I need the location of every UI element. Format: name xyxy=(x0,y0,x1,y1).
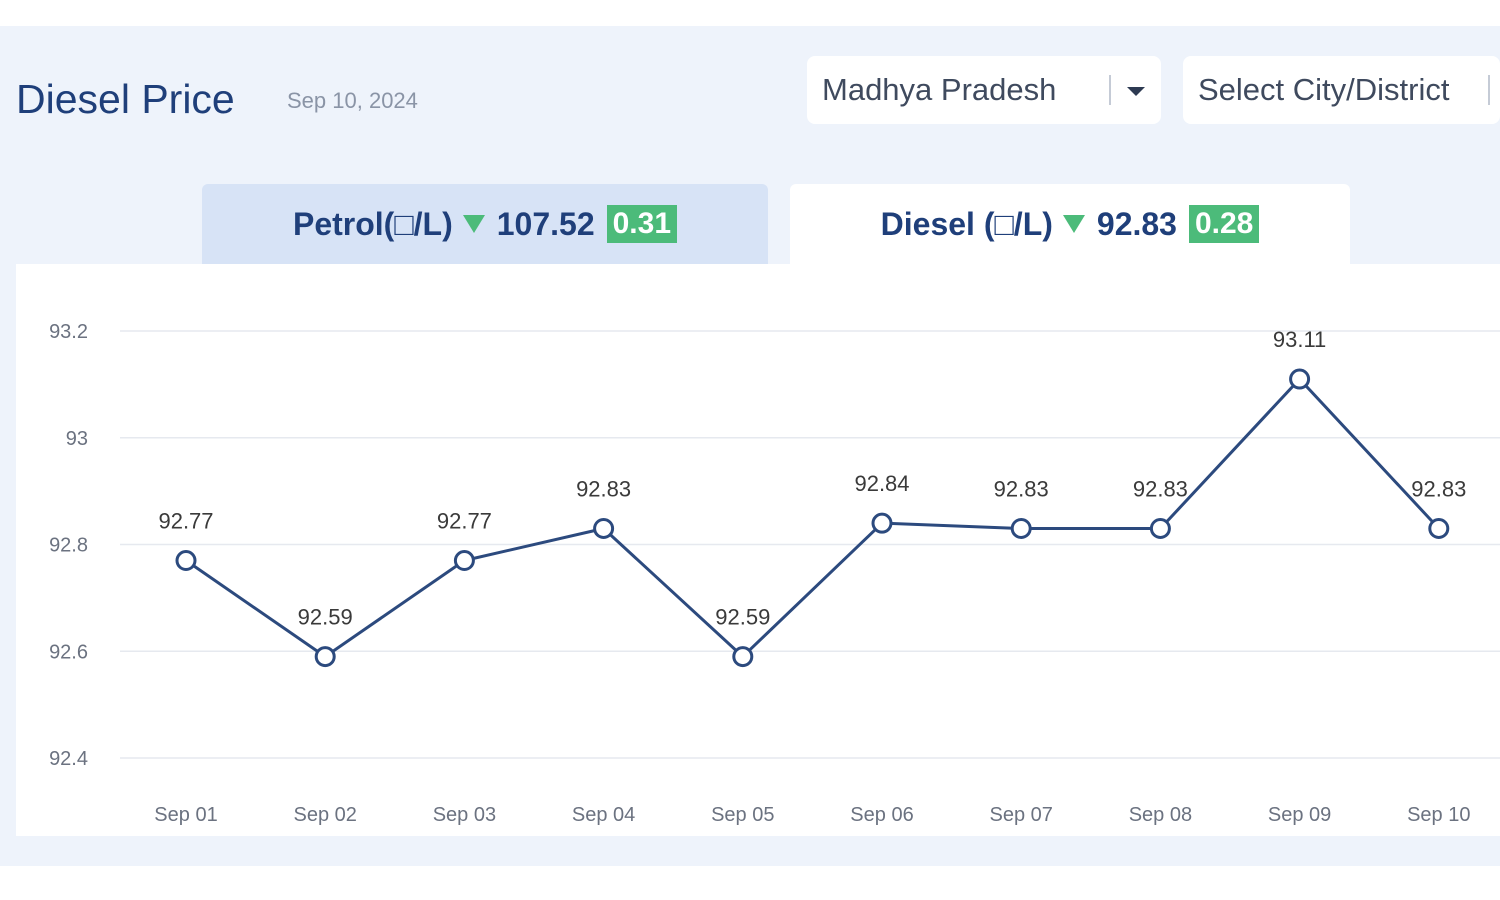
select-divider xyxy=(1109,75,1111,105)
y-tick-label: 92.6 xyxy=(49,641,88,663)
chart-panel: 92.4 92.6 92.8 93 93.2 Sep 01 Sep 02 Sep 03 Sep … xyxy=(16,264,1500,836)
y-tick-label: 93.2 xyxy=(49,321,88,343)
data-point xyxy=(1428,517,1450,539)
data-point xyxy=(871,512,893,534)
city-select-placeholder: Select City/District xyxy=(1198,72,1450,107)
x-tick-label: Sep 10 xyxy=(1407,804,1470,826)
data-point xyxy=(453,550,475,572)
tab-diesel-label: Diesel (□/L) xyxy=(880,205,1053,242)
y-tick-label: 92.8 xyxy=(49,535,88,557)
data-point xyxy=(175,550,197,572)
data-point xyxy=(314,646,336,668)
data-label: 92.83 xyxy=(994,476,1049,501)
y-tick-label: 92.4 xyxy=(49,748,88,770)
city-select[interactable]: Select City/District xyxy=(1183,56,1500,124)
data-label: 92.83 xyxy=(1133,476,1188,501)
state-select-value: Madhya Pradesh xyxy=(822,72,1057,107)
data-label: 92.59 xyxy=(298,605,353,630)
data-label: 92.77 xyxy=(437,509,492,534)
tab-diesel-price: 92.83 xyxy=(1096,205,1177,242)
data-point xyxy=(1149,517,1171,539)
page-title: Diesel Price xyxy=(16,76,235,122)
data-point xyxy=(593,517,615,539)
tab-diesel[interactable]: Diesel (□/L) 92.83 0.28 xyxy=(790,184,1350,264)
x-tick-label: Sep 09 xyxy=(1268,804,1331,826)
x-tick-label: Sep 04 xyxy=(572,804,635,826)
data-point xyxy=(1010,517,1032,539)
diesel-price-widget: Diesel Price Sep 10, 2024 Madhya Pradesh… xyxy=(0,26,1500,866)
state-select[interactable]: Madhya Pradesh xyxy=(807,56,1161,124)
tab-diesel-change-badge: 0.28 xyxy=(1188,205,1260,243)
tab-petrol-label: Petrol(□/L) xyxy=(292,205,453,242)
select-divider xyxy=(1488,75,1490,105)
tab-petrol[interactable]: Petrol(□/L) 107.52 0.31 xyxy=(202,184,768,264)
x-tick-label: Sep 01 xyxy=(154,804,217,826)
data-label: 92.83 xyxy=(1411,476,1466,501)
x-tick-label: Sep 03 xyxy=(433,804,496,826)
x-tick-label: Sep 05 xyxy=(711,804,774,826)
data-label: 92.84 xyxy=(854,471,909,496)
y-tick-label: 93 xyxy=(66,428,88,450)
data-label: 92.77 xyxy=(158,509,213,534)
x-tick-label: Sep 08 xyxy=(1129,804,1192,826)
price-date: Sep 10, 2024 xyxy=(287,88,418,113)
price-line-chart: 92.4 92.6 92.8 93 93.2 Sep 01 Sep 02 Sep 03 Sep … xyxy=(49,321,1500,826)
tab-petrol-change-badge: 0.31 xyxy=(606,205,678,243)
down-triangle-icon xyxy=(1062,215,1085,233)
down-triangle-icon xyxy=(462,215,485,233)
data-label: 93.11 xyxy=(1273,327,1326,352)
data-label: 92.83 xyxy=(576,476,631,501)
x-tick-label: Sep 02 xyxy=(294,804,357,826)
tab-petrol-price: 107.52 xyxy=(496,205,595,242)
x-tick-label: Sep 06 xyxy=(850,804,913,826)
data-label: 92.59 xyxy=(715,605,770,630)
data-point xyxy=(732,646,754,668)
series-line xyxy=(185,377,1440,659)
chevron-down-icon[interactable] xyxy=(1127,87,1145,96)
x-tick-label: Sep 07 xyxy=(990,804,1053,826)
data-point xyxy=(1289,368,1311,390)
